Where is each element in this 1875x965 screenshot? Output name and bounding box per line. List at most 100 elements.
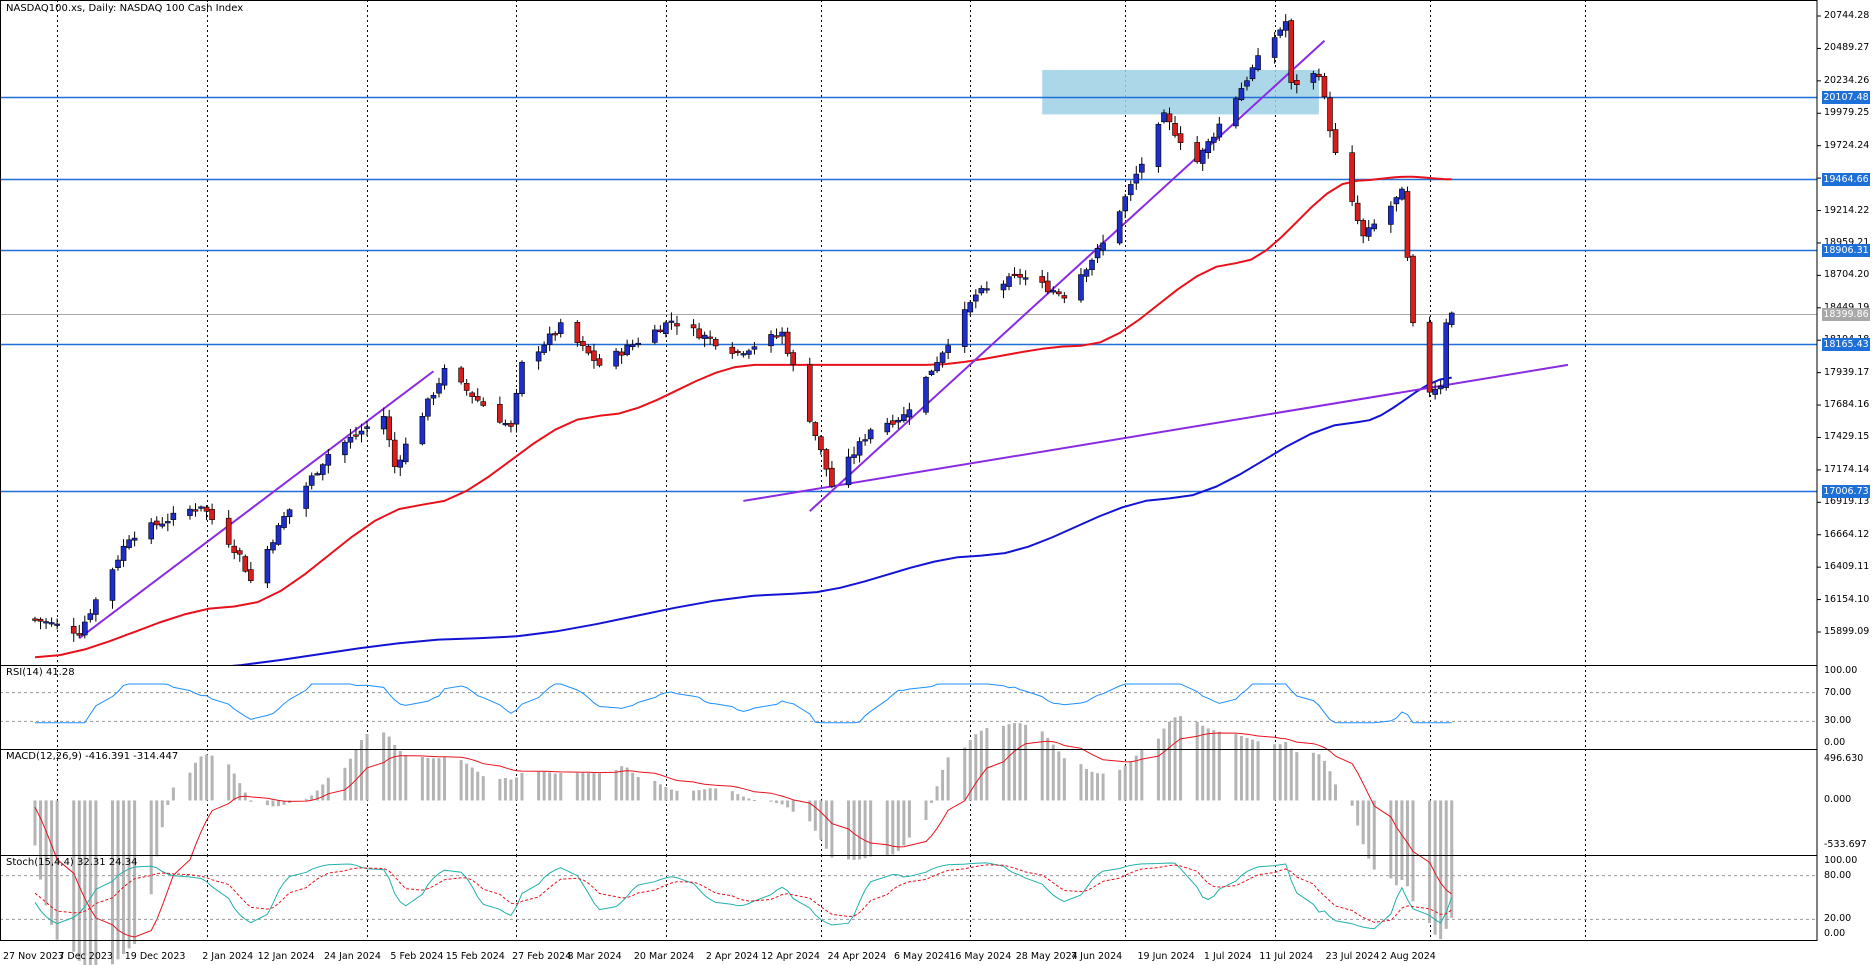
candle-bear bbox=[1166, 113, 1173, 123]
candle-bull bbox=[1078, 274, 1084, 301]
candle-bear bbox=[1332, 129, 1339, 154]
stoch-axis-label: 0.00 bbox=[1824, 928, 1846, 939]
candle bbox=[1050, 286, 1057, 295]
candle-bear bbox=[1056, 291, 1062, 295]
candle-bull bbox=[1210, 136, 1217, 143]
candle-bear bbox=[480, 401, 487, 406]
candle-bull bbox=[286, 509, 293, 518]
candle-bear bbox=[153, 520, 160, 526]
candle bbox=[546, 326, 553, 352]
candle bbox=[1371, 219, 1378, 232]
macd-bar bbox=[664, 787, 668, 801]
candle bbox=[618, 348, 625, 364]
candle bbox=[1039, 269, 1046, 289]
panel-frame bbox=[0, 0, 1818, 666]
candle bbox=[1166, 107, 1173, 131]
candle bbox=[70, 617, 77, 642]
candle bbox=[862, 433, 868, 446]
candle-bull bbox=[48, 622, 55, 625]
candle-bull bbox=[967, 302, 974, 313]
candle bbox=[513, 389, 520, 433]
candle-bear bbox=[657, 329, 664, 332]
panel-frame bbox=[0, 855, 1818, 941]
resistance-zone[interactable] bbox=[1042, 69, 1319, 115]
macd-bar bbox=[443, 757, 447, 801]
macd-bar bbox=[1123, 765, 1127, 801]
candle-bull bbox=[1255, 55, 1261, 71]
macd-bar bbox=[77, 800, 81, 961]
macd-bar bbox=[902, 800, 906, 846]
candle-bull bbox=[1393, 197, 1400, 205]
candle-bear bbox=[192, 509, 199, 512]
macd-bar bbox=[171, 787, 175, 801]
candle bbox=[851, 446, 857, 465]
macd-bar bbox=[1361, 800, 1365, 845]
candle bbox=[1271, 31, 1278, 64]
stoch-axis-label: 20.00 bbox=[1824, 913, 1852, 925]
macd-bar bbox=[365, 733, 369, 801]
candlesticks[interactable] bbox=[32, 14, 1455, 642]
candle bbox=[945, 338, 951, 360]
macd-bar bbox=[1201, 725, 1205, 801]
macd-bar bbox=[697, 790, 701, 801]
candle bbox=[159, 517, 166, 529]
rsi-line bbox=[35, 683, 1452, 724]
candle-bear bbox=[209, 509, 215, 520]
candle-bear bbox=[712, 339, 719, 347]
candle bbox=[978, 285, 985, 296]
candle bbox=[1022, 270, 1029, 286]
horizontal-levels[interactable] bbox=[0, 96, 1817, 493]
candle bbox=[889, 414, 896, 428]
candle-bull bbox=[364, 426, 370, 429]
candle-bull bbox=[984, 288, 990, 291]
candle bbox=[613, 348, 619, 370]
macd-bar bbox=[636, 776, 640, 801]
candle bbox=[1017, 268, 1023, 285]
candle-bull bbox=[768, 334, 774, 347]
candle-bull bbox=[165, 521, 171, 524]
candle bbox=[751, 341, 758, 355]
macd-bar bbox=[1273, 744, 1277, 801]
macd-bar bbox=[669, 789, 673, 801]
candle-bull bbox=[1282, 21, 1289, 31]
macd-bar bbox=[625, 767, 629, 801]
candle-bull bbox=[281, 516, 287, 528]
candle-bull bbox=[187, 508, 193, 516]
candle bbox=[934, 356, 940, 373]
rsi-axis-label: 100.00 bbox=[1824, 665, 1858, 676]
candle bbox=[884, 417, 891, 436]
macd-bar bbox=[542, 771, 546, 801]
macd-bar bbox=[553, 773, 557, 801]
candle-bull bbox=[1022, 277, 1029, 280]
macd-bar bbox=[326, 777, 330, 801]
candle-bear bbox=[231, 545, 238, 553]
macd-bar bbox=[985, 728, 989, 801]
macd-bar bbox=[459, 760, 463, 801]
macd-bar bbox=[1328, 771, 1332, 801]
candle-bear bbox=[784, 331, 791, 354]
macd-bar bbox=[1367, 800, 1371, 859]
candle-bull bbox=[973, 294, 979, 302]
macd-bar bbox=[741, 796, 745, 801]
macd-bar bbox=[1024, 724, 1028, 801]
macd-bar bbox=[896, 800, 900, 851]
macd-bar bbox=[431, 758, 435, 801]
macd-bar bbox=[1101, 773, 1105, 801]
trendlines[interactable] bbox=[78, 39, 1569, 640]
candle bbox=[657, 325, 664, 333]
macd-bar bbox=[1433, 800, 1437, 935]
macd-bar bbox=[310, 795, 314, 801]
candle bbox=[1139, 157, 1145, 179]
candle-bull bbox=[270, 542, 276, 551]
candle bbox=[812, 421, 819, 441]
candle bbox=[474, 388, 481, 403]
candle-bull bbox=[1432, 388, 1438, 395]
macd-bar bbox=[780, 800, 784, 805]
candle-bull bbox=[1127, 184, 1134, 196]
macd-bar bbox=[1173, 717, 1177, 801]
candle-bear bbox=[1327, 97, 1333, 132]
candle-bull bbox=[425, 398, 431, 417]
candle bbox=[430, 392, 437, 406]
macd-bar bbox=[930, 800, 934, 803]
